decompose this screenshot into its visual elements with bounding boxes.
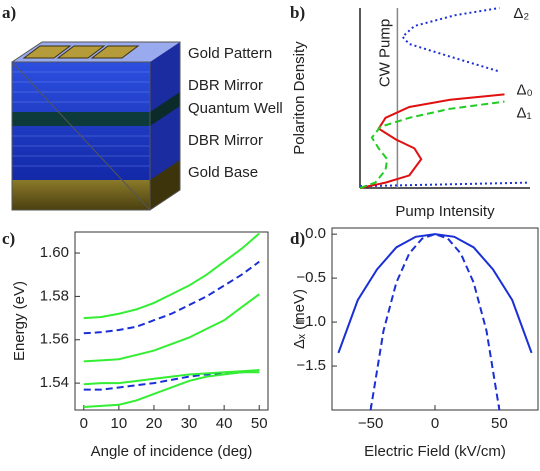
- x-tick-label: 30: [181, 415, 198, 432]
- series-line: [359, 7, 531, 188]
- x-tick-label: 0: [431, 415, 439, 432]
- plot-frame: [74, 231, 269, 411]
- x-tick-label: 20: [146, 415, 163, 432]
- x-tick-label: 50: [251, 415, 268, 432]
- series-label: Δ₁: [517, 105, 532, 122]
- layer-label: Gold Base: [188, 164, 258, 181]
- layer-label: Quantum Well: [188, 100, 283, 117]
- y-tick-label: 1.58: [40, 287, 69, 304]
- series-label: Δ₀: [517, 81, 533, 98]
- series-line: [83, 369, 260, 386]
- x-tick-label: 40: [216, 415, 233, 432]
- series-line: [359, 100, 505, 189]
- y-tick-label: 1.54: [40, 374, 69, 391]
- plot-frame: [331, 227, 539, 411]
- layer-label: DBR Mirror: [188, 132, 263, 149]
- layer-label: DBR Mirror: [188, 77, 263, 94]
- device-diagram: [11, 41, 181, 211]
- series-line: [359, 93, 505, 189]
- annotation: CW Pump: [376, 19, 393, 87]
- series-line: [369, 233, 501, 411]
- x-tick-label: −50: [358, 415, 383, 432]
- panel-label: c): [2, 229, 15, 248]
- y-tick-label: 1.60: [40, 244, 69, 261]
- y-axis-label: Δₓ (meV): [291, 289, 308, 349]
- panel-label: b): [290, 3, 305, 22]
- y-axis-label: Energy (eV): [11, 281, 28, 361]
- y-tick-label: −1.5: [296, 357, 326, 374]
- series-line: [83, 371, 260, 408]
- x-axis-label: Angle of incidence (deg): [91, 443, 253, 460]
- layer-label: Gold Pattern: [188, 45, 272, 62]
- panel-label: a): [2, 3, 16, 22]
- series-line: [337, 233, 533, 354]
- series-line: [83, 260, 260, 335]
- series-line: [83, 293, 260, 363]
- x-axis-label: Electric Field (kV/cm): [364, 443, 506, 460]
- x-tick-label: 50: [491, 415, 508, 432]
- y-tick-label: −0.5: [296, 269, 326, 286]
- y-tick-label: 1.56: [40, 331, 69, 348]
- series-label: Δ₂: [513, 5, 529, 22]
- series-line: [83, 232, 260, 320]
- y-tick-label: −1.0: [296, 313, 326, 330]
- y-tick-label: 0.0: [305, 225, 326, 242]
- x-tick-label: 0: [80, 415, 88, 432]
- panel-label: d): [290, 229, 305, 248]
- x-axis-label: Pump Intensity: [395, 203, 495, 220]
- y-axis-label: Polariton Density: [291, 41, 308, 155]
- x-tick-label: 10: [111, 415, 128, 432]
